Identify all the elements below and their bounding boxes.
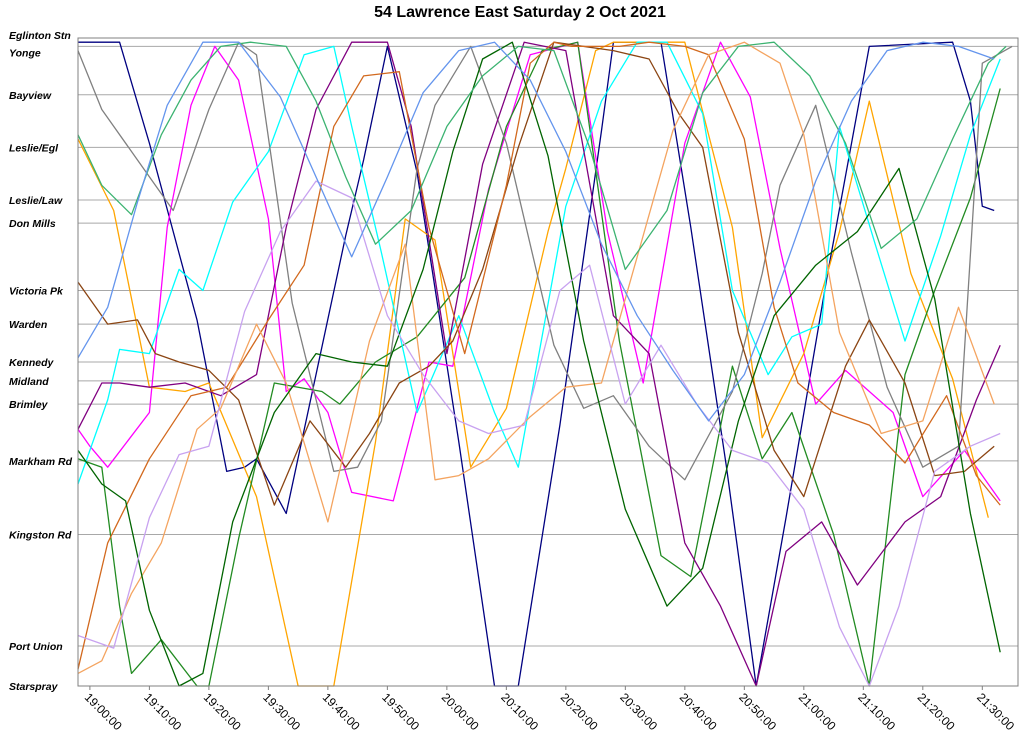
y-tick-label: Port Union: [9, 641, 63, 653]
y-tick-label: Yonge: [9, 47, 41, 59]
x-tick-label: 19:40:00: [320, 690, 363, 733]
x-tick-label: 19:00:00: [82, 690, 125, 733]
plot-frame: [77, 37, 1019, 687]
series-line-12: [77, 180, 1001, 687]
chart-title: 54 Lawrence East Saturday 2 Oct 2021: [374, 4, 666, 21]
x-tick-label: 20:00:00: [439, 690, 482, 733]
y-tick-label: Brimley: [9, 399, 49, 411]
series-line-3: [77, 41, 989, 687]
x-tick-label: 19:10:00: [141, 690, 184, 733]
x-tick-label: 20:20:00: [558, 690, 601, 733]
x-tick-label: 19:50:00: [379, 690, 422, 733]
series-lines: [77, 41, 1013, 687]
y-tick-label: Markham Rd: [9, 456, 73, 468]
y-tick-label: Bayview: [9, 90, 52, 102]
y-tick-label: Starspray: [9, 681, 59, 693]
series-line-6: [77, 41, 1013, 481]
x-tick-label: 20:10:00: [498, 690, 541, 733]
axes: [77, 37, 1019, 690]
y-tick-label: Warden: [9, 319, 47, 331]
x-tick-label: 20:40:00: [677, 690, 720, 733]
x-tick-label: 20:30:00: [617, 690, 660, 733]
x-tick-label: 21:30:00: [974, 690, 1017, 733]
series-line-10: [77, 41, 995, 674]
series-line-11: [77, 41, 1001, 687]
y-tick-label: Midland: [9, 376, 49, 388]
y-tick-label: Don Mills: [9, 218, 56, 230]
series-line-4: [77, 41, 1001, 687]
y-axis-stop-labels: Eglinton Stn Yonge Bayview Leslie/Egl Leslie…: [9, 30, 73, 693]
grid-lines: [78, 37, 1018, 687]
y-tick-label: Victoria Pk: [9, 285, 64, 297]
series-line-13: [77, 41, 1007, 271]
y-tick-label: Kingston Rd: [9, 530, 72, 542]
x-tick-label: 19:20:00: [201, 690, 244, 733]
x-tick-label: 20:50:00: [736, 690, 779, 733]
x-tick-label: 19:30:00: [260, 690, 303, 733]
series-line-7: [77, 41, 1001, 687]
y-tick-label: Kennedy: [9, 357, 55, 369]
x-tick-label: 21:10:00: [855, 690, 898, 733]
series-line-14: [77, 41, 995, 422]
x-tick-label: 21:00:00: [796, 690, 839, 733]
x-tick-label: 21:20:00: [915, 690, 958, 733]
y-tick-label: Leslie/Law: [9, 195, 63, 207]
series-line-2: [77, 41, 1001, 502]
series-line-1: [78, 41, 995, 687]
y-tick-label: Leslie/Egl: [9, 142, 59, 154]
series-line-9: [77, 41, 1001, 670]
x-axis-tick-labels: 19:00:00 19:10:00 19:20:00 19:30:00 19:40:00…: [82, 690, 1018, 733]
y-tick-label: Eglinton Stn: [9, 30, 71, 42]
